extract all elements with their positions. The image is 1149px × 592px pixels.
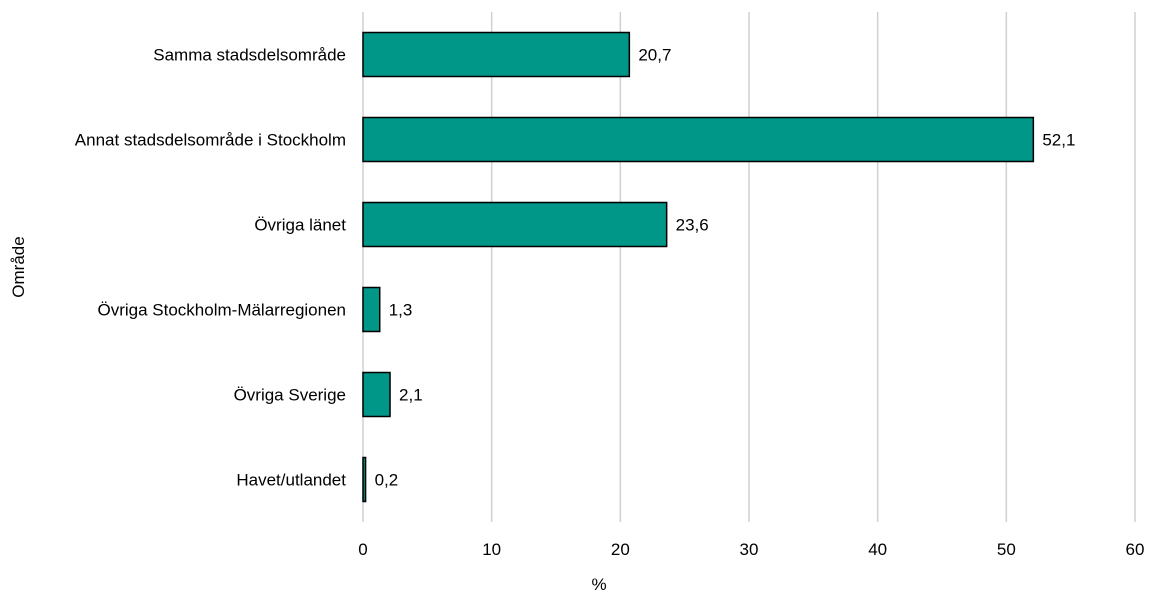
bars bbox=[362, 31, 1035, 503]
value-label-1: 52,1 bbox=[1042, 131, 1075, 150]
category-label-3: Övriga Stockholm-Mälarregionen bbox=[98, 301, 347, 320]
bar-1 bbox=[362, 116, 1035, 163]
value-labels: 20,7 52,1 23,6 1,3 2,1 0,2 bbox=[375, 46, 1076, 490]
value-label-3: 1,3 bbox=[389, 301, 413, 320]
x-tick-label-60: 60 bbox=[1126, 540, 1145, 559]
x-tick-labels: 0 10 20 30 40 50 60 bbox=[358, 540, 1144, 559]
category-label-2: Övriga länet bbox=[254, 216, 346, 235]
x-tick-label-50: 50 bbox=[997, 540, 1016, 559]
value-label-2: 23,6 bbox=[676, 216, 709, 235]
y-axis-title: Område bbox=[9, 236, 28, 297]
category-label-1: Annat stadsdelsområde i Stockholm bbox=[75, 131, 346, 150]
category-label-0: Samma stadsdelsområde bbox=[153, 46, 346, 65]
bar-4 bbox=[362, 371, 391, 418]
x-tick-label-30: 30 bbox=[740, 540, 759, 559]
value-label-4: 2,1 bbox=[399, 386, 423, 405]
category-label-4: Övriga Sverige bbox=[234, 386, 346, 405]
x-tick-label-20: 20 bbox=[611, 540, 630, 559]
bar-3 bbox=[362, 286, 381, 333]
bar-2 bbox=[362, 201, 668, 248]
value-label-0: 20,7 bbox=[638, 46, 671, 65]
x-tick-label-40: 40 bbox=[868, 540, 887, 559]
bar-0 bbox=[362, 31, 631, 78]
x-axis-title: % bbox=[591, 575, 606, 592]
category-labels: Samma stadsdelsområde Annat stadsdelsområ… bbox=[75, 46, 346, 490]
x-tick-label-10: 10 bbox=[482, 540, 501, 559]
category-label-5: Havet/utlandet bbox=[236, 471, 346, 490]
value-label-5: 0,2 bbox=[375, 471, 399, 490]
gridlines bbox=[490, 12, 1136, 522]
bar-5 bbox=[362, 456, 367, 503]
x-tick-label-0: 0 bbox=[358, 540, 367, 559]
